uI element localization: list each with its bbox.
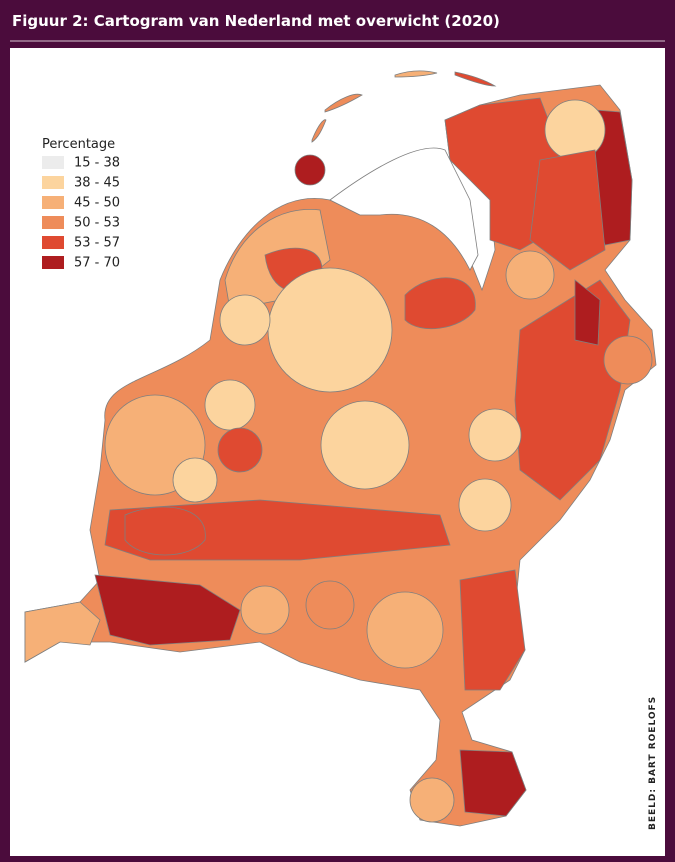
legend-swatch <box>42 156 64 169</box>
wadden-4 <box>454 71 497 87</box>
alphen <box>172 457 218 503</box>
rotterdam-core <box>124 506 206 556</box>
apeldoorn <box>468 408 522 462</box>
limburg-south <box>459 749 527 817</box>
water <box>329 147 479 271</box>
legend-label: 45 - 50 <box>74 196 120 211</box>
wadden-1 <box>324 93 363 113</box>
wadden-3 <box>394 70 438 78</box>
utrecht <box>320 400 410 490</box>
leiden <box>204 379 256 431</box>
texel <box>294 154 326 186</box>
legend: Percentage 15 - 38 38 - 45 45 - 50 50 - 53 5… <box>42 137 120 271</box>
zeeland-dark <box>94 574 241 646</box>
arnhem <box>458 478 512 532</box>
oost-brabant <box>459 569 526 691</box>
legend-label: 53 - 57 <box>74 236 120 251</box>
legend-label: 57 - 70 <box>74 256 120 271</box>
gouda <box>217 427 263 473</box>
legend-label: 38 - 45 <box>74 176 120 191</box>
amsterdam-area <box>219 294 271 346</box>
zwolle <box>505 250 555 300</box>
flevoland <box>267 267 393 393</box>
legend-swatch <box>42 256 64 269</box>
breda <box>240 585 290 635</box>
enschede <box>603 335 653 385</box>
maastricht <box>409 777 455 823</box>
drenthe <box>529 149 606 271</box>
legend-title: Percentage <box>42 137 115 152</box>
lelystad <box>404 277 476 330</box>
eindhoven <box>366 591 444 669</box>
credit: BEELD: BART ROELOFS <box>648 696 658 830</box>
wadden-2 <box>311 119 327 143</box>
zeeland-west <box>24 601 101 663</box>
legend-swatch <box>42 196 64 209</box>
groningen-city <box>544 99 606 161</box>
legend-swatch <box>42 236 64 249</box>
legend-label: 50 - 53 <box>74 216 120 231</box>
legend-swatch <box>42 216 64 229</box>
twente <box>574 279 601 346</box>
legend-label: 15 - 38 <box>74 156 120 171</box>
cartogram <box>24 70 657 827</box>
tilburg <box>305 580 355 630</box>
figure-title: Figuur 2: Cartogram van Nederland met ov… <box>12 12 500 30</box>
legend-swatch <box>42 176 64 189</box>
